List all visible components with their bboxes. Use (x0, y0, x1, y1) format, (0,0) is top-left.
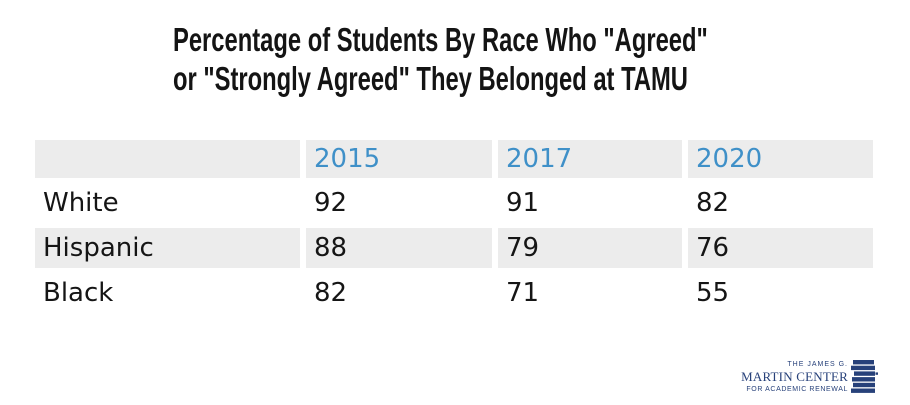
row-label-white: White (43, 188, 119, 218)
value-white-2017: 91 (506, 188, 540, 218)
table-row-white: White 92 91 82 (35, 183, 873, 223)
table-corner-cell (35, 140, 300, 178)
logo-tagline-top: THE JAMES G. (787, 360, 848, 368)
row-label-black: Black (43, 278, 114, 308)
column-header-2017: 2017 (498, 140, 682, 178)
column-header-2020: 2020 (688, 140, 873, 178)
column-header-2015: 2015 (306, 140, 492, 178)
value-white-2020: 82 (696, 188, 730, 218)
table-row-hispanic: Hispanic 88 79 76 (35, 228, 873, 268)
value-black-2015: 82 (314, 278, 348, 308)
chart-title-line2: or "Strongly Agreed" They Belonged at TA… (173, 60, 688, 97)
value-hispanic-2017: 79 (498, 228, 682, 268)
value-black-2017: 71 (506, 278, 540, 308)
logo-tagline-bottom: FOR ACADEMIC RENEWAL (746, 385, 848, 393)
value-white-2015: 92 (314, 188, 348, 218)
stacked-books-icon (851, 360, 878, 393)
value-hispanic-2020: 76 (688, 228, 873, 268)
chart-title: Percentage of Students By Race Who "Agre… (173, 20, 708, 98)
martin-center-wordmark: THE JAMES G. MARTIN CENTER FOR ACADEMIC … (741, 361, 848, 393)
martin-center-logo: THE JAMES G. MARTIN CENTER FOR ACADEMIC … (741, 360, 878, 393)
value-black-2020: 55 (696, 278, 730, 308)
value-hispanic-2015: 88 (306, 228, 492, 268)
logo-name: MARTIN CENTER (741, 368, 848, 384)
table-header-row: 2015 2017 2020 (35, 140, 873, 178)
belonging-table: 2015 2017 2020 White 92 91 82 Hispanic 8… (29, 135, 879, 318)
row-label-hispanic: Hispanic (35, 228, 300, 268)
table-row-black: Black 82 71 55 (35, 273, 873, 313)
chart-title-line1: Percentage of Students By Race Who "Agre… (173, 21, 708, 58)
